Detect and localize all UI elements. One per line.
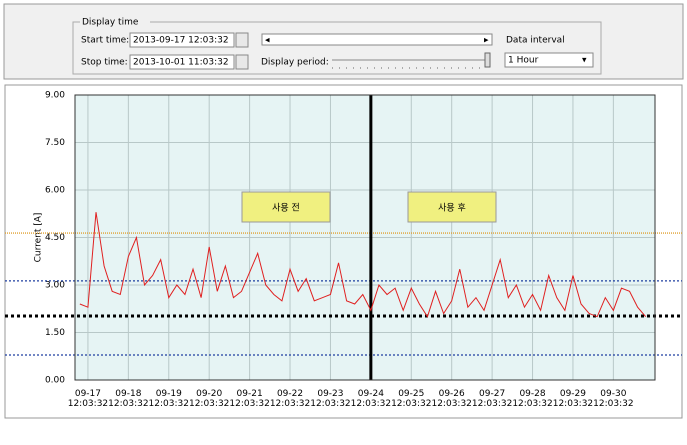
interval-select[interactable] (504, 52, 594, 68)
chart: 0.00 1.50 3.00 4.50 6.00 7.50 9.00 09-17 12:03:3… (5, 91, 682, 409)
y-tick-label: 3.00 (45, 281, 65, 291)
x-tick-label: 09-25 12:03:32 (391, 389, 431, 409)
scrollbar[interactable] (261, 33, 493, 46)
annotation: 사용 전 (272, 203, 300, 214)
x-tick-label: 09-28 12:03:32 (512, 389, 552, 409)
x-tick-label: 09-18 12:03:32 (108, 389, 148, 409)
interval-label: Data interval (506, 36, 565, 46)
stop-label: Stop time: (81, 58, 128, 68)
annotation: 사용 후 (438, 203, 466, 214)
annotation-box (407, 191, 497, 223)
period-slider[interactable] (484, 52, 491, 68)
x-tick-label: 09-29 12:03:32 (553, 389, 593, 409)
x-tick-label: 09-19 12:03:32 (149, 389, 189, 409)
stop-value: 2013-10-01 11:03:32 (133, 58, 229, 68)
period-label: Display period: (261, 58, 329, 68)
annotation-box (241, 191, 331, 223)
stop-input[interactable] (129, 54, 235, 70)
group-title-bg (80, 17, 150, 27)
y-tick-label: 6.00 (45, 186, 65, 196)
x-tick-label: 09-22 12:03:32 (270, 389, 310, 409)
x-tick-label: 09-23 12:03:32 (310, 389, 350, 409)
x-tick-label: 09-21 12:03:32 (229, 389, 269, 409)
x-tick-label: 09-30 12:03:32 (593, 389, 633, 409)
start-value: 2013-09-17 12:03:32 (133, 36, 229, 46)
interval-value: 1 Hour (508, 56, 539, 66)
x-tick-label: 09-17 12:03:32 (68, 389, 108, 409)
y-tick-label: 1.50 (45, 328, 65, 338)
x-tick-label: 09-27 12:03:32 (472, 389, 512, 409)
scroll-right[interactable]: ▸ (484, 36, 489, 46)
y-tick-label: 4.50 (45, 233, 65, 243)
data-line (79, 212, 647, 318)
plot-border (74, 94, 656, 381)
stop-spinner[interactable] (235, 54, 249, 70)
x-tick-label: 09-24 12:03:32 (351, 389, 391, 409)
start-spinner[interactable] (235, 32, 249, 48)
y-tick-label: 9.00 (45, 91, 65, 101)
y-tick-label: 0.00 (45, 376, 65, 386)
group-box (72, 21, 602, 75)
start-input[interactable] (129, 32, 235, 48)
scroll-left[interactable]: ◂ (265, 36, 270, 46)
start-label: Start time: (81, 36, 129, 46)
y-tick-label: 7.50 (45, 138, 65, 148)
select-arrow[interactable]: ▾ (582, 56, 587, 66)
x-tick-label: 09-26 12:03:32 (431, 389, 471, 409)
group-title: Display time (82, 18, 139, 28)
y-axis-label: Current [A] (34, 213, 44, 263)
x-tick-label: 09-20 12:03:32 (189, 389, 229, 409)
